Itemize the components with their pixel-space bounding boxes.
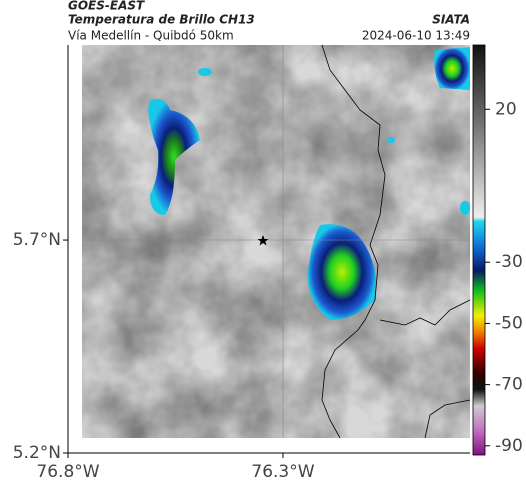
- org: SIATA: [432, 13, 470, 27]
- x-tick-label: 76.8°W: [36, 462, 99, 482]
- colorbar-tick-label: -70: [495, 375, 523, 395]
- datetime: 2024-06-10 13:49: [362, 29, 470, 43]
- y-tick-label: 5.7°N: [13, 230, 61, 250]
- title: Temperatura de Brillo CH13: [68, 13, 255, 27]
- colorbar-tick-label: 20: [495, 99, 517, 119]
- colorbar-tick-label: -90: [495, 436, 523, 456]
- subtitle: Vía Medellín - Quibdó 50km: [68, 29, 234, 43]
- colorbar: [472, 44, 486, 456]
- y-tick-label: 5.2°N: [13, 443, 61, 463]
- colorbar-tick-label: -30: [495, 252, 523, 272]
- x-tick-label: 76.3°W: [251, 462, 314, 482]
- source: GOES-EAST: [68, 0, 145, 13]
- map-image: [82, 44, 471, 439]
- colorbar-tick-label: -50: [495, 313, 523, 333]
